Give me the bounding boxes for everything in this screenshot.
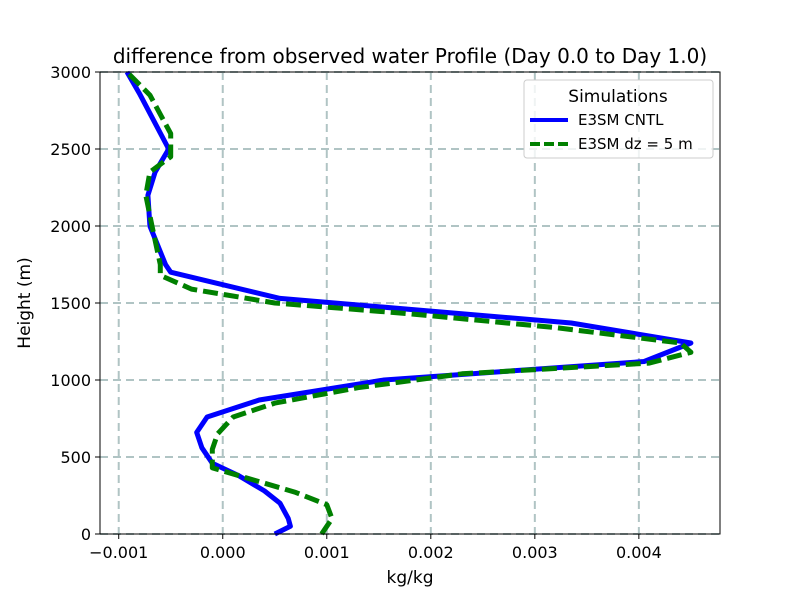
x-tick-label: 0.001: [304, 543, 350, 562]
x-tick-label: 0.002: [408, 543, 454, 562]
grid: [100, 71, 720, 535]
x-axis: −0.001 0.000 0.001 0.002 0.003 0.004: [89, 534, 662, 562]
y-tick-label: 2500: [50, 140, 91, 159]
x-tick-label: 0.003: [512, 543, 558, 562]
legend-title: Simulations: [568, 87, 668, 107]
x-tick-label: 0.000: [200, 543, 246, 562]
legend-label-cntl: E3SM CNTL: [578, 111, 664, 129]
x-tick-label: −0.001: [89, 543, 148, 562]
y-axis-label: Height (m): [15, 257, 35, 348]
y-tick-label: 1500: [50, 294, 91, 313]
y-tick-label: 1000: [50, 371, 91, 390]
legend-label-dz5: E3SM dz = 5 m: [578, 135, 693, 153]
legend-box: [523, 79, 714, 159]
x-tick-label: 0.004: [616, 543, 662, 562]
series-line-dz5: [125, 70, 694, 536]
chart-title: difference from observed water Profile (…: [113, 44, 707, 68]
x-axis-label: kg/kg: [387, 568, 434, 588]
y-tick-label: 0: [81, 525, 91, 544]
data-lines: [124, 70, 694, 537]
legend: Simulations E3SM CNTL E3SM dz = 5 m: [523, 79, 714, 159]
y-tick-label: 2000: [50, 217, 91, 236]
y-axis: 0 500 1000 1500 2000 2500 3000: [50, 63, 100, 544]
y-tick-label: 3000: [50, 63, 91, 82]
y-tick-label: 500: [60, 448, 91, 467]
